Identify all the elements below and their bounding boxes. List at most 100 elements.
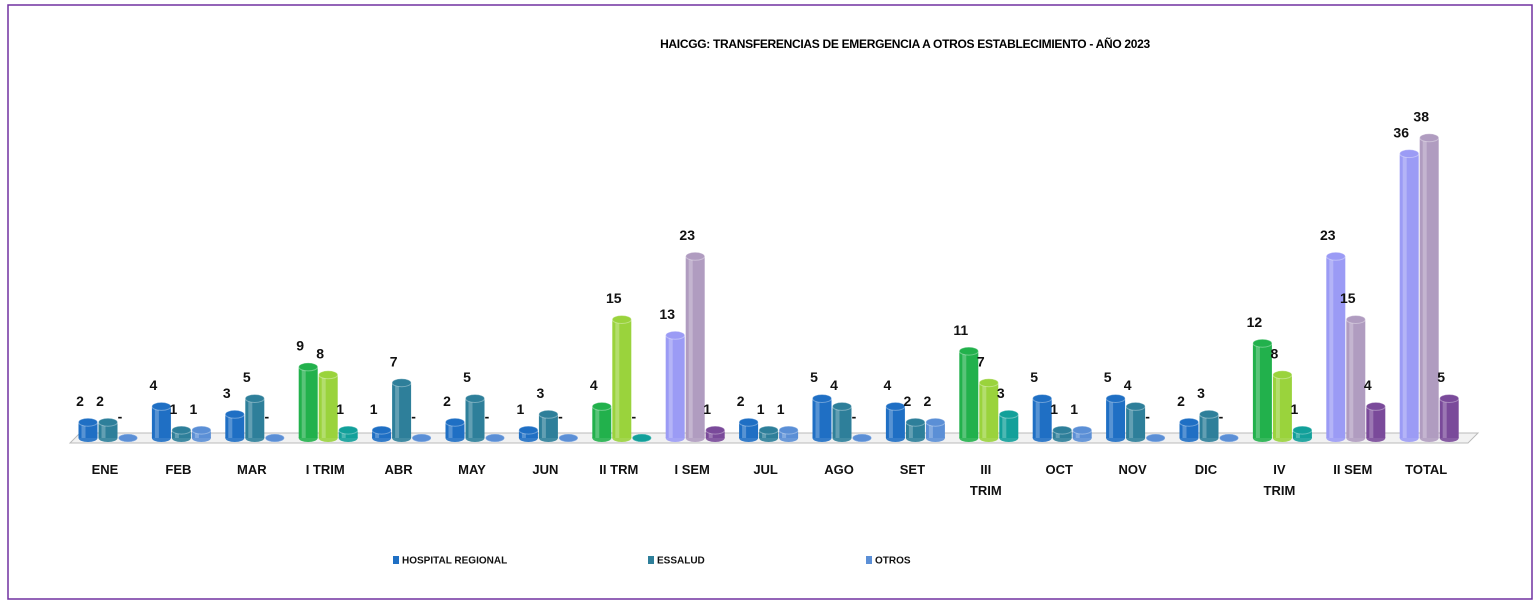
bar-shine	[762, 430, 767, 438]
bar-shine	[835, 406, 840, 438]
bar-shine	[395, 382, 400, 438]
bar	[885, 406, 905, 438]
value-label: -	[485, 409, 490, 425]
bar-top	[445, 417, 465, 427]
bar-shine	[815, 398, 820, 438]
bar-shine	[962, 351, 967, 438]
bar-top	[738, 417, 759, 427]
bar-shine	[1129, 406, 1134, 438]
bar	[1419, 137, 1439, 439]
value-label: 23	[1320, 227, 1336, 243]
value-label: 1	[1291, 401, 1299, 417]
frame	[7, 4, 1533, 600]
value-label: 38	[1413, 109, 1429, 125]
bar-top	[591, 401, 612, 411]
bar-shine	[1369, 406, 1374, 438]
value-label: 1	[190, 401, 198, 417]
bar	[151, 406, 171, 438]
bar-top	[1252, 338, 1273, 348]
bar-shine	[1329, 256, 1334, 438]
bar-top	[558, 433, 579, 443]
bar-top	[264, 433, 285, 443]
bar	[925, 422, 945, 438]
x-tick-label: I TRIM	[305, 462, 345, 477]
bar-top	[1292, 425, 1313, 435]
bar-top	[1125, 401, 1146, 411]
value-label: 5	[1437, 369, 1445, 385]
legend-swatch	[866, 556, 872, 564]
bar-top	[885, 401, 906, 411]
value-label: 1	[757, 401, 765, 417]
bar-shine	[448, 422, 453, 438]
bar-top	[1072, 425, 1093, 435]
value-label: -	[1219, 409, 1224, 425]
bar-shine	[154, 406, 159, 438]
x-tick-label: ENE	[91, 462, 119, 477]
bar	[685, 256, 705, 438]
bar-top	[1419, 133, 1440, 143]
value-label: 8	[1271, 346, 1279, 362]
value-label: 9	[296, 338, 304, 354]
bar-shine	[1422, 137, 1427, 439]
x-tick-label: I SEM	[674, 462, 710, 477]
bar-top	[1365, 401, 1386, 411]
bar-shine	[982, 382, 987, 438]
bar-top	[978, 378, 999, 388]
bar	[318, 374, 338, 438]
bar	[1346, 319, 1366, 438]
bar-top	[411, 433, 432, 443]
value-label: 4	[150, 377, 158, 393]
bar	[1439, 398, 1459, 438]
legend-swatch	[393, 556, 399, 564]
bar-shine	[888, 406, 893, 438]
bar-top	[1219, 433, 1239, 443]
bar-shine	[1295, 430, 1300, 438]
bar	[78, 422, 98, 438]
bar-shine	[301, 366, 306, 438]
value-label: 5	[1104, 369, 1112, 385]
value-label: 3	[537, 385, 545, 401]
bar-shine	[1349, 319, 1354, 438]
bar-shine	[81, 422, 86, 438]
bar-top	[705, 425, 726, 435]
bar-shine	[782, 430, 787, 438]
legend-label: OTROS	[875, 556, 911, 567]
x-tick-label: AGO	[824, 462, 854, 477]
value-label: -	[558, 409, 563, 425]
value-label: 2	[924, 393, 932, 409]
bar-top	[1399, 149, 1420, 159]
x-tick-label: MAY	[458, 462, 486, 477]
value-label: 13	[659, 306, 675, 322]
bar	[1399, 153, 1419, 438]
bar	[1032, 398, 1052, 438]
x-tick-label: MAR	[236, 462, 267, 477]
value-label: -	[411, 409, 416, 425]
value-label: -	[118, 409, 123, 425]
value-label: 1	[336, 401, 344, 417]
bar-top	[1345, 315, 1366, 324]
x-tick-label: III TRIM	[969, 462, 1002, 498]
bar-top	[1179, 417, 1199, 427]
bar-top	[832, 401, 852, 411]
bar-top	[538, 409, 559, 419]
x-tick-label: JUN	[532, 462, 559, 477]
bar	[999, 414, 1019, 438]
bar-shine	[928, 422, 933, 438]
bar-shine	[375, 430, 380, 438]
bar-shine	[1255, 343, 1260, 438]
bar	[1126, 406, 1146, 438]
bar-shine	[1035, 398, 1040, 438]
bar-shine	[1109, 398, 1114, 438]
value-label: 2	[904, 393, 912, 409]
value-label: 5	[1030, 369, 1038, 385]
value-label: 1	[370, 401, 378, 417]
bar	[1366, 406, 1386, 438]
value-label: 15	[1340, 290, 1356, 306]
bar-top	[118, 433, 138, 443]
value-label: 1	[517, 401, 525, 417]
value-label: 5	[243, 369, 251, 385]
bar	[538, 414, 558, 438]
bar-shine	[668, 335, 673, 438]
